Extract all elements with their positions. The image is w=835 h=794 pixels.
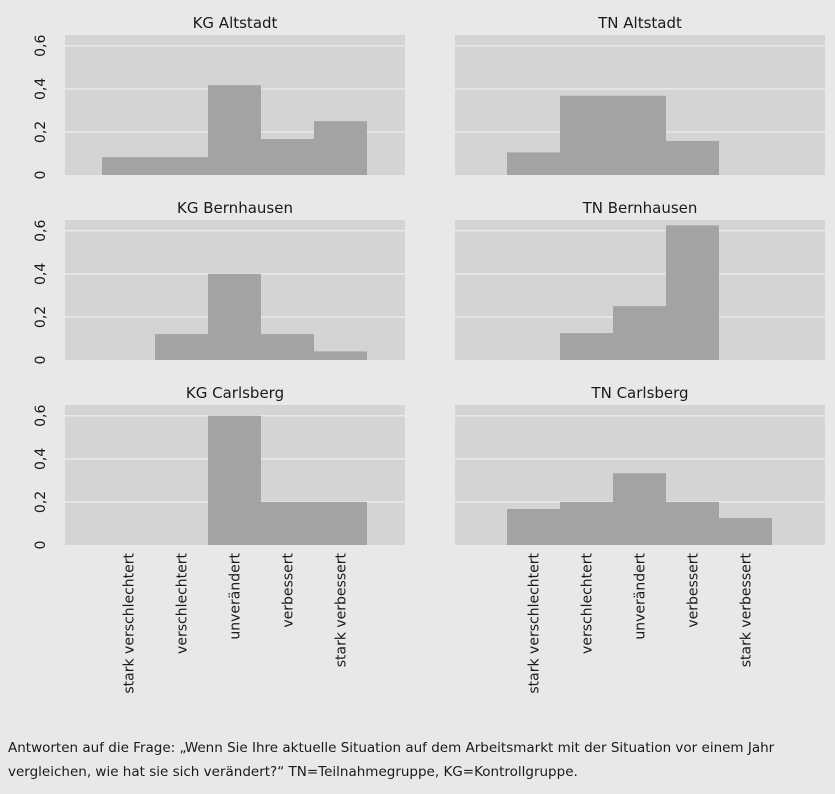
bar (314, 121, 367, 175)
y-tick-label: 0 (33, 171, 49, 180)
bar (666, 501, 719, 545)
bar (613, 306, 666, 360)
bar (314, 351, 367, 360)
y-tick-label: 0,2 (33, 121, 49, 143)
bar (560, 333, 613, 360)
bar (155, 157, 208, 175)
y-tick-label: 0,4 (33, 263, 49, 285)
panel-title: KG Altstadt (193, 14, 278, 32)
y-tick-label: 0,4 (33, 448, 49, 470)
x-category-label: stark verschlechtert (122, 552, 138, 693)
bar (261, 501, 314, 545)
panel: TN Altstadt (455, 14, 825, 175)
panel: TN Carlsberg stark verschlechtert verschle… (455, 384, 825, 694)
bar (719, 518, 772, 545)
bar (560, 95, 613, 175)
bar (261, 139, 314, 175)
x-category-label: unverändert (633, 553, 649, 640)
y-tick-label: 0,6 (33, 35, 49, 57)
y-tick-label: 0 (33, 356, 49, 365)
chart-grid: KG Altstadt 0 0,2 0,4 0,6 TN Altstadt KG Bernh… (33, 14, 825, 694)
bar (613, 473, 666, 545)
bar (507, 509, 560, 545)
y-tick-label: 0,6 (33, 220, 49, 242)
x-category-label: stark verschlechtert (527, 552, 543, 693)
y-tick-label: 0,2 (33, 491, 49, 513)
x-category-label: stark verbessert (334, 552, 350, 667)
panel-title: TN Altstadt (597, 14, 682, 32)
bar (560, 501, 613, 545)
panel: KG Altstadt 0 0,2 0,4 0,6 (33, 14, 405, 179)
panel: KG Carlsberg 0 0,2 0,4 0,6 stark verschlechte… (33, 384, 405, 694)
bar (208, 273, 261, 360)
x-category-label: verbessert (686, 552, 702, 627)
bar (261, 334, 314, 360)
x-category-label: verbessert (281, 552, 297, 627)
bar (155, 334, 208, 360)
panel-title: KG Carlsberg (186, 384, 284, 402)
bar (314, 501, 367, 545)
panel-title: TN Carlsberg (590, 384, 688, 402)
x-category-label: stark verbessert (739, 552, 755, 667)
panel-title: TN Bernhausen (582, 199, 698, 217)
figure-caption: Antworten auf die Frage: „Wenn Sie Ihre … (8, 740, 775, 780)
y-tick-label: 0,6 (33, 405, 49, 427)
bar (102, 157, 155, 175)
y-tick-label: 0,2 (33, 306, 49, 328)
bar (507, 152, 560, 175)
bar (613, 95, 666, 175)
panel-title: KG Bernhausen (177, 199, 293, 217)
panel: TN Bernhausen (455, 199, 825, 360)
panel: KG Bernhausen 0 0,2 0,4 0,6 (33, 199, 405, 364)
y-tick-label: 0 (33, 541, 49, 550)
x-category-label: verschlechtert (175, 553, 191, 654)
bar (666, 140, 719, 175)
bar (208, 415, 261, 545)
bar (666, 225, 719, 360)
y-tick-label: 0,4 (33, 78, 49, 100)
x-category-label: unverändert (228, 553, 244, 640)
x-category-label: verschlechtert (580, 553, 596, 654)
bar (208, 85, 261, 175)
